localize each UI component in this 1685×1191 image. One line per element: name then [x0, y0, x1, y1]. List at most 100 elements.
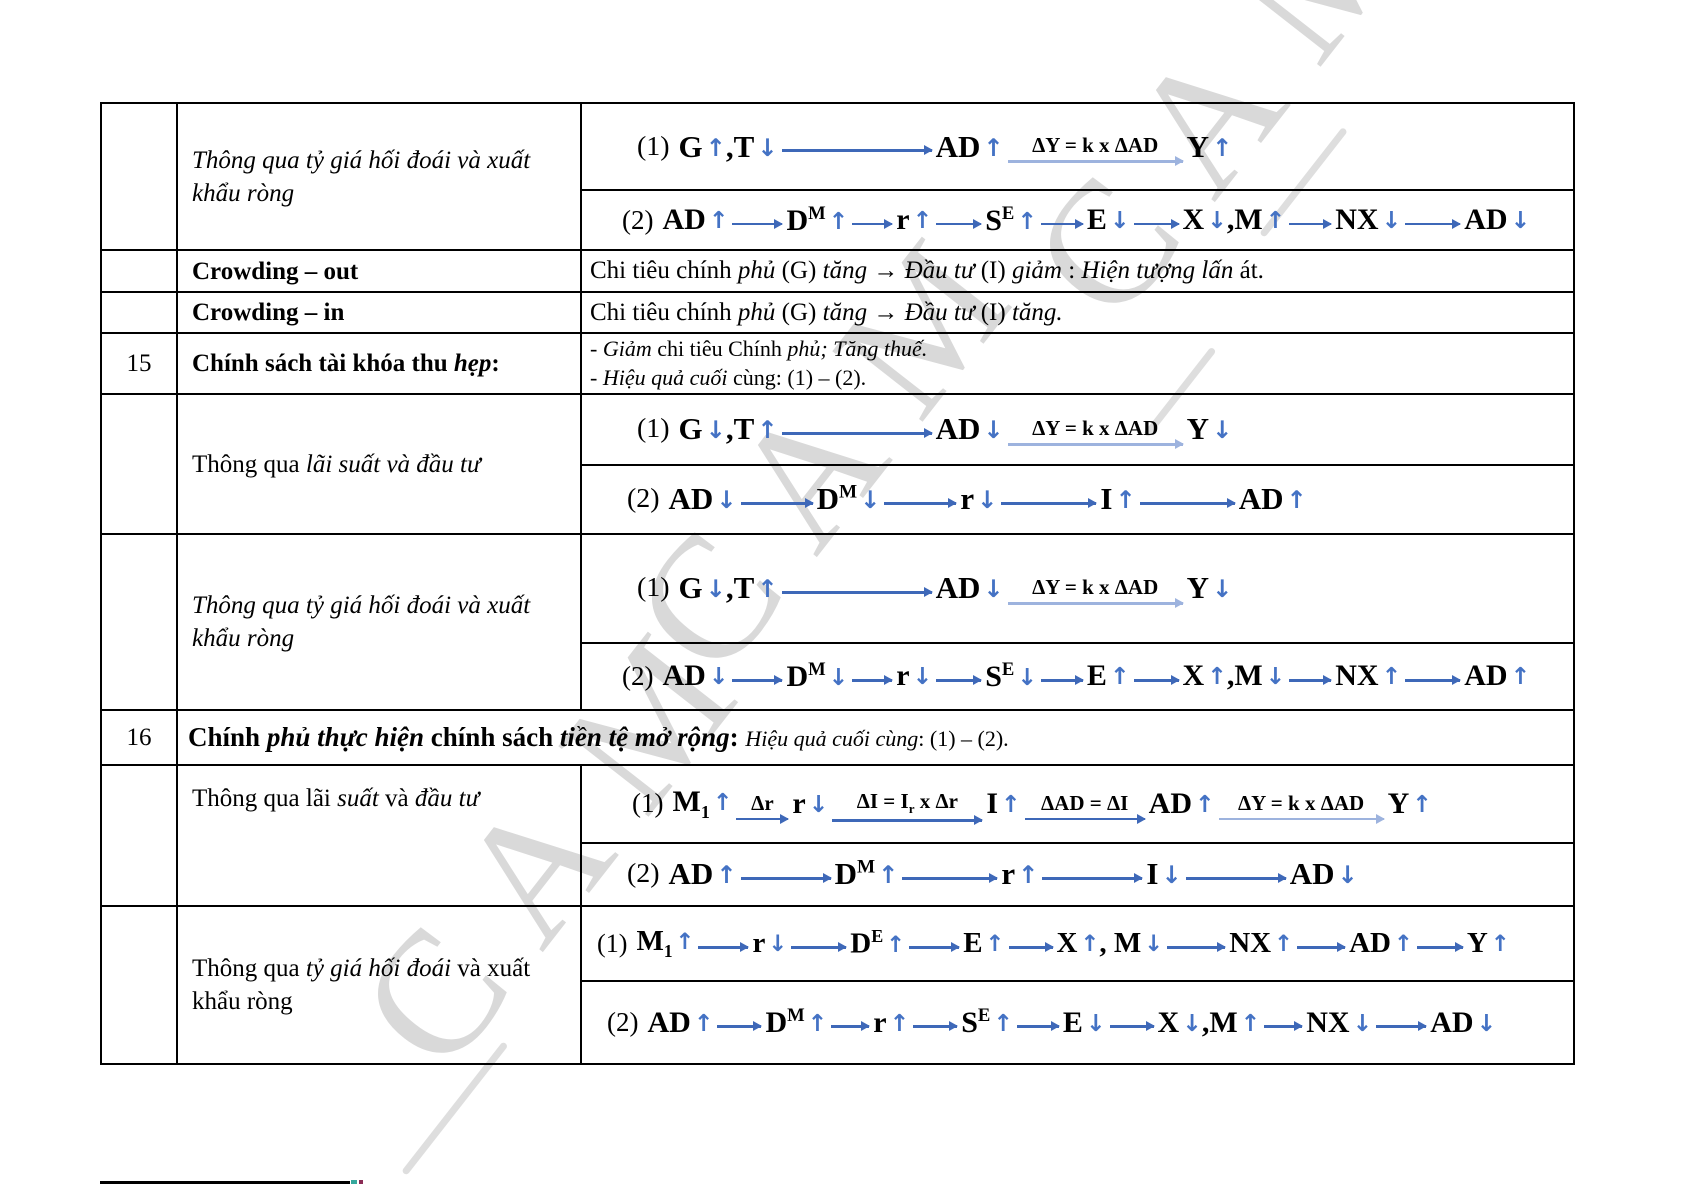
down-arrow-icon: ↓ — [705, 416, 726, 445]
flow-term: Y ↓ — [1186, 570, 1233, 606]
flow-term: DM ↑ — [765, 1005, 828, 1040]
flow-term: E ↓ — [1086, 203, 1130, 236]
row-label-cell: Crowding – in — [178, 293, 582, 332]
flow-term: Y ↑ — [1387, 786, 1432, 820]
flow-arrow — [781, 428, 933, 438]
right-arrow-icon — [936, 219, 983, 228]
footnote-rule — [100, 1181, 350, 1184]
flow-term: E ↓ — [1062, 1005, 1106, 1039]
flow-term: AD ↑ — [1238, 481, 1307, 517]
labeled-flow-arrow: ΔY = k x ΔAD — [1218, 790, 1385, 823]
up-arrow-icon: ↑ — [757, 416, 778, 445]
right-arrow-icon — [1133, 219, 1180, 228]
flow-term: T ↓ — [733, 128, 778, 164]
flow-arrow — [1185, 873, 1287, 883]
arrow-label: ΔY = k x ΔAD — [1238, 790, 1365, 815]
flow-step-number: (2) — [622, 204, 654, 235]
right-arrow-icon — [740, 873, 832, 883]
separator: , — [1099, 927, 1114, 960]
up-arrow-icon: ↑ — [1274, 931, 1294, 958]
flow-term: M ↑ — [1209, 1005, 1261, 1039]
flow-arrow — [902, 873, 999, 883]
text-segment: Hiệu quả cuối — [602, 364, 733, 390]
right-arrow-icon — [1167, 942, 1227, 952]
right-arrow-icon — [1007, 439, 1184, 449]
row-content-cell: (1) G ↓, T ↑ AD ↓ ΔY = k x ΔAD Y ↓ (2) AD ↓ DM ↓ r ↓ I ↑ AD… — [582, 395, 1573, 533]
right-arrow-icon — [791, 942, 848, 952]
text-segment: át. — [1239, 257, 1264, 284]
flow-term: r ↑ — [873, 1005, 910, 1039]
text-segment: Hiện tượng lấn — [1081, 257, 1240, 284]
flow-term: r ↓ — [792, 786, 829, 820]
row-text: Chi tiêu chính phủ (G) tăng → Đầu tư (I)… — [582, 295, 1573, 331]
flow-term: Y ↑ — [1186, 128, 1233, 164]
text-segment: Thông qua tỷ giá hối đoái và xuất khẩu r… — [192, 592, 531, 652]
up-arrow-icon: ↑ — [1018, 861, 1039, 890]
down-arrow-icon: ↓ — [1085, 1008, 1106, 1037]
right-arrow-icon — [1109, 1021, 1155, 1031]
up-arrow-icon: ↑ — [985, 931, 1005, 958]
separator: , — [1201, 1005, 1210, 1039]
flow-term: AD ↑ — [1148, 786, 1215, 820]
down-arrow-icon: ↓ — [1182, 1008, 1202, 1037]
table-row-row-16-expansionary-monetary: 16 Chính phủ thực hiện chính sách tiền tệ… — [102, 709, 1573, 764]
footnote-mark — [351, 1180, 357, 1184]
up-arrow-icon: ↑ — [1393, 931, 1413, 958]
flow-line: (1) M1 ↑ r ↓ DE ↑ E ↑ X ↑, M ↓ NX ↑ AD ↑ Y ↑ — [582, 907, 1573, 980]
flow-arrow — [1376, 1021, 1428, 1031]
right-arrow-icon — [1405, 219, 1462, 228]
flow-term: E ↑ — [963, 927, 1005, 960]
down-arrow-icon: ↓ — [1352, 1008, 1373, 1037]
flow-arrow — [717, 1021, 763, 1031]
right-arrow-icon — [732, 219, 784, 228]
flow-arrow — [740, 873, 832, 883]
right-arrow-icon — [717, 1021, 763, 1031]
right-arrow-icon — [1007, 598, 1184, 608]
flow-arrow — [1297, 942, 1347, 952]
flow-arrow — [732, 675, 784, 685]
flow-term: X ↓ — [1157, 1005, 1202, 1039]
flow-arrow — [936, 675, 983, 685]
down-arrow-icon: ↓ — [1109, 206, 1130, 234]
text-segment: Chi tiêu chính — [590, 257, 738, 284]
flow-term: SE ↓ — [985, 658, 1037, 693]
flow-arrow — [852, 219, 894, 228]
text-segment: → — [873, 298, 905, 326]
down-arrow-icon: ↓ — [860, 486, 881, 515]
flow-term: AD ↓ — [935, 411, 1004, 447]
flow-term: r ↓ — [960, 481, 998, 517]
flow-arrow — [884, 498, 958, 508]
text-segment: Thông qua tỷ giá hối đoái và xuất khẩu r… — [192, 146, 531, 207]
text-segment: đầu tư — [414, 785, 480, 812]
text-segment: phủ; Tăng thuế. — [787, 336, 928, 362]
text-segment: phủ — [737, 298, 782, 326]
text-segment: → — [873, 257, 905, 284]
right-arrow-icon — [1042, 873, 1144, 883]
text-segment: Thông qua — [192, 955, 306, 982]
flow-term: AD ↑ — [1464, 659, 1531, 693]
flow-line: (2) AD ↑ DM ↑ r ↑ SE ↑ E ↓ X ↓, M ↑ NX ↓ AD ↓ — [582, 980, 1573, 1063]
text-segment: tiền tệ mở rộng — [559, 722, 730, 753]
up-arrow-icon: ↑ — [1490, 931, 1510, 958]
labeled-flow-arrow: ΔI = Ir x Δr — [832, 790, 984, 825]
up-arrow-icon: ↑ — [675, 929, 695, 956]
text-segment: Đầu tư — [904, 298, 981, 326]
up-arrow-icon: ↑ — [708, 206, 729, 234]
separator: , — [1226, 203, 1235, 236]
right-arrow-icon — [1133, 675, 1180, 685]
flow-term: AD ↓ — [1464, 203, 1531, 236]
flow-line: (1) G ↓, T ↑ AD ↓ ΔY = k x ΔAD Y ↓ — [582, 395, 1573, 464]
flow-term: AD ↑ — [668, 856, 737, 892]
text-segment: Thông qua — [192, 450, 306, 478]
flow-arrow — [1040, 675, 1084, 685]
right-arrow-icon — [1040, 675, 1084, 685]
flow-term: I ↑ — [986, 786, 1021, 820]
flow-arrow — [1008, 942, 1054, 952]
text-segment: lãi suất và đầu tư — [305, 450, 481, 478]
row-content-cell: Chi tiêu chính phủ (G) tăng → Đầu tư (I)… — [582, 293, 1573, 332]
row-content-cell: Chi tiêu chính phủ (G) tăng → Đầu tư (I)… — [582, 251, 1573, 291]
up-arrow-icon: ↑ — [705, 133, 726, 162]
row-content-cell: (1) M1 ↑ Δr r ↓ ΔI = Ir x Δr I ↑ ΔAD = ΔI AD ↑ ΔY = … — [582, 766, 1573, 905]
text-segment: : (1) – (2). — [918, 726, 1009, 752]
down-arrow-icon: ↓ — [1207, 206, 1227, 234]
